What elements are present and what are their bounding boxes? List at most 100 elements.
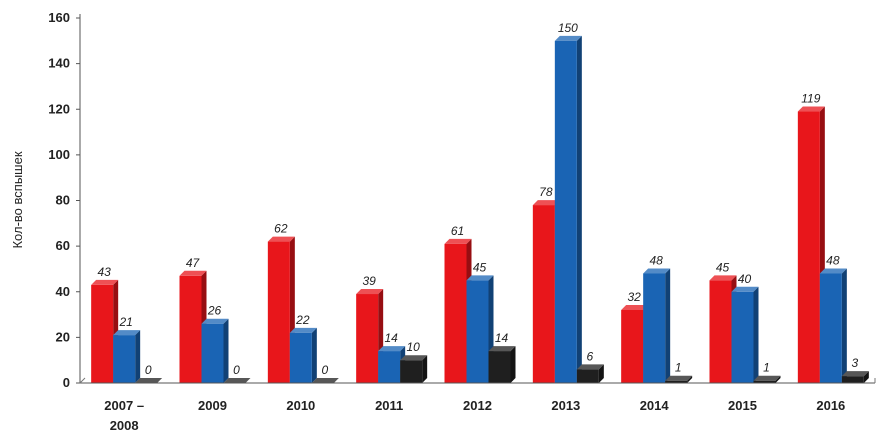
bar-1-2 <box>289 327 317 383</box>
x-tick-label: 2011 <box>375 398 403 413</box>
floor-edge-left <box>79 377 86 384</box>
bar-side <box>422 355 428 383</box>
data-label: 6 <box>586 349 593 363</box>
bar-top <box>201 318 229 324</box>
data-label: 48 <box>649 254 663 268</box>
bar-top <box>488 346 516 352</box>
bar-front <box>731 291 754 383</box>
bar-top <box>753 375 781 381</box>
y-tick-label: 0 <box>63 375 70 390</box>
x-tick-label: 2013 <box>551 398 580 413</box>
data-label: 0 <box>321 363 328 377</box>
bars <box>91 35 869 384</box>
bar-top <box>444 238 472 244</box>
data-label: 14 <box>384 331 398 345</box>
data-label: 47 <box>186 256 201 270</box>
bar-front <box>179 275 202 383</box>
data-label: 3 <box>851 356 858 370</box>
bar-front <box>91 284 114 383</box>
bar-front <box>621 310 644 383</box>
bar-top <box>554 35 582 41</box>
bar-front <box>400 360 423 383</box>
data-label: 21 <box>118 315 132 329</box>
bar-front <box>201 323 224 383</box>
bar-1-0 <box>113 330 141 383</box>
bar-top <box>179 270 207 276</box>
bar-front <box>488 351 511 383</box>
y-tick-label: 80 <box>56 193 70 208</box>
y-tick-label: 160 <box>48 10 70 25</box>
bar-front <box>289 332 312 383</box>
data-label: 32 <box>627 290 641 304</box>
data-label: 62 <box>274 222 288 236</box>
bar-1-8 <box>819 268 847 383</box>
x-tick-label: 2007 –2008 <box>104 398 144 433</box>
bar-2-3 <box>400 355 428 383</box>
bar-2-4 <box>488 346 516 383</box>
data-label: 45 <box>473 260 487 274</box>
y-tick-label: 20 <box>56 329 70 344</box>
bar-top <box>135 378 163 383</box>
bar-side <box>863 371 869 383</box>
y-tick-label: 100 <box>48 147 70 162</box>
data-label: 10 <box>406 340 420 354</box>
bar-top <box>91 279 119 285</box>
data-label: 48 <box>826 254 840 268</box>
bar-side <box>223 318 229 383</box>
x-tick-label: 2012 <box>463 398 492 413</box>
bar-front <box>665 380 688 383</box>
y-tick-label: 140 <box>48 56 70 71</box>
bar-top <box>400 355 428 361</box>
data-label: 22 <box>295 313 310 327</box>
bar-side <box>510 346 516 383</box>
bar-1-7 <box>731 286 759 383</box>
bar-side <box>311 327 317 383</box>
bar-front <box>576 369 599 383</box>
data-label: 26 <box>207 304 222 318</box>
bar-top <box>841 371 869 377</box>
bar-top <box>731 286 759 292</box>
bar-top <box>576 364 604 370</box>
x-axis: 2007 –2008 2009 2010 2011 2012 2013 2014 2015 20… <box>79 377 876 433</box>
bar-1-5 <box>554 35 582 383</box>
bar-side <box>775 375 781 383</box>
bar-side <box>665 268 671 383</box>
data-label: 40 <box>738 272 752 286</box>
bar-top <box>665 375 693 381</box>
bar-front <box>378 351 401 383</box>
bar-top <box>797 106 825 112</box>
bar-side <box>576 35 582 383</box>
bar-top <box>643 268 671 274</box>
bar-front <box>267 241 290 383</box>
bar-1-6 <box>643 268 671 383</box>
bar-front <box>709 280 732 383</box>
data-label: 43 <box>97 265 111 279</box>
bar-top <box>621 305 649 310</box>
x-tick-label: 2016 <box>816 398 845 413</box>
bar-front <box>841 376 864 383</box>
bar-top <box>709 275 737 281</box>
x-tick-label: 2010 <box>286 398 315 413</box>
bar-front <box>554 40 577 383</box>
bar-side <box>598 364 604 383</box>
bar-side <box>753 286 759 383</box>
data-label: 0 <box>145 363 152 377</box>
bar-2-5 <box>576 364 604 383</box>
bar-top <box>532 200 560 206</box>
bar-side <box>135 330 141 383</box>
bar-front <box>753 380 776 383</box>
y-tick-label: 120 <box>48 101 70 116</box>
bar-1-1 <box>201 318 229 383</box>
bar-top <box>267 236 295 242</box>
bar-front <box>797 111 820 383</box>
x-tick-label: 2014 <box>640 398 670 413</box>
data-label: 0 <box>233 363 240 377</box>
data-label: 1 <box>763 361 770 375</box>
x-tick-label: 2015 <box>728 398 757 413</box>
x-tick-label: 2009 <box>198 398 227 413</box>
data-label: 150 <box>558 21 578 35</box>
bar-front <box>356 294 379 383</box>
data-label: 39 <box>362 274 376 288</box>
